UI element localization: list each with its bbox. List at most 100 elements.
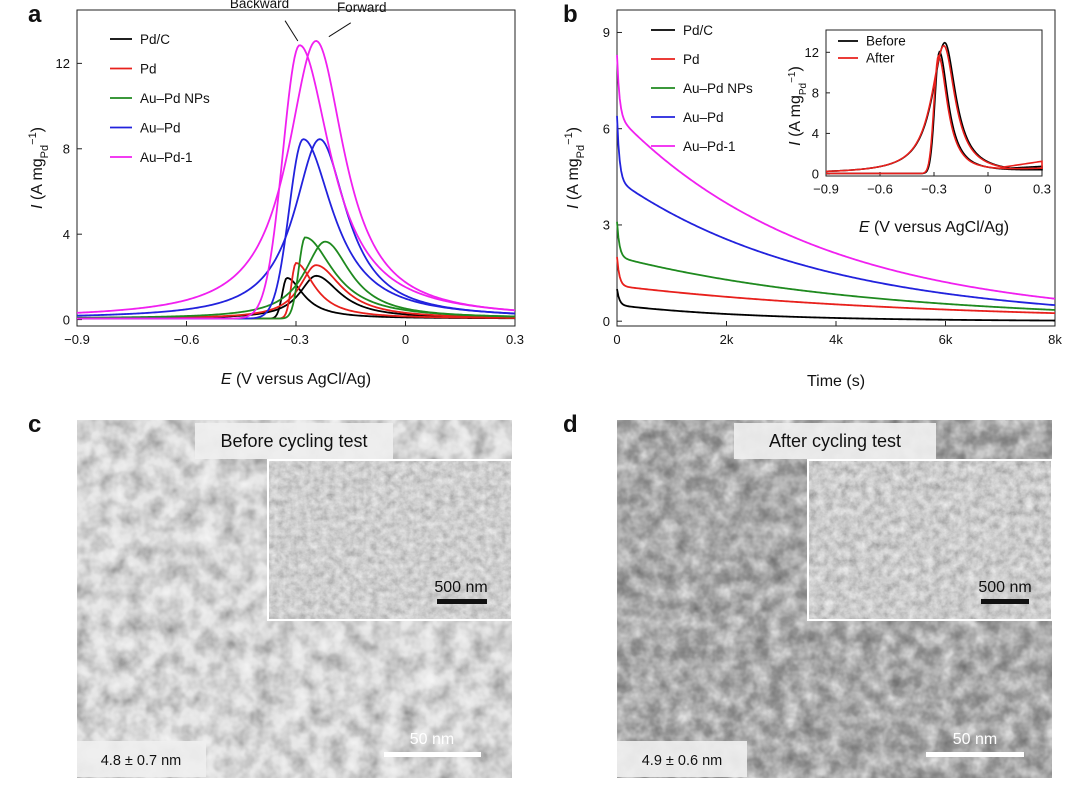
panel-b-y-tick-label: 6: [603, 121, 610, 136]
panel-a-chart: a −0.9 −0.6 −0.3 0 0.3 0 4 8 12 Pd/C Pd Au–Pd NPs A…: [27, 0, 524, 388]
panel-a-legend-label: Au–Pd NPs: [140, 91, 210, 106]
panel-d-size-box: [617, 741, 747, 777]
panel-c-inset-scale-label: 500 nm: [434, 579, 487, 596]
panel-a-x-tick-label: −0.9: [64, 332, 90, 347]
panel-a-y-axis-label: I (A mgPd−1): [27, 127, 51, 209]
panel-a-frame: [76, 9, 516, 327]
panel-c-title: Before cycling test: [220, 431, 367, 451]
panel-a-letter: a: [28, 1, 42, 28]
panel-b-x-tick-label: 4k: [829, 332, 843, 347]
panel-b-current-curve: [616, 288, 1056, 322]
panel-a-y-axis-symbol: I: [29, 204, 46, 209]
panel-b-y-tick-label: 9: [603, 25, 610, 40]
panel-c-sem-texture: [269, 461, 511, 619]
panel-c-scale-bar: [384, 752, 481, 757]
panel-d-size-label: 4.9 ± 0.6 nm: [642, 753, 723, 769]
panel-b-legend-label: Au–Pd NPs: [683, 81, 753, 96]
panel-c-size-label: 4.8 ± 0.7 nm: [101, 753, 182, 769]
panel-b-legend-label: Pd: [683, 52, 700, 67]
panel-a-legend-label: Au–Pd: [140, 120, 181, 135]
panel-c-scale-label: 50 nm: [410, 731, 454, 748]
panel-a-arrow-forward: [328, 22, 352, 38]
panel-b-inset-y-axis-sup: −1: [787, 71, 798, 83]
panel-b-y-axis-symbol: I: [565, 204, 582, 209]
panel-b-inset-x-axis-symbol: E: [859, 219, 870, 236]
panel-b-y-axis-sup: −1: [563, 132, 575, 145]
panel-a-y-tick-label: 4: [63, 227, 70, 242]
panel-d-scale-bar: [926, 752, 1024, 757]
panel-a-arrow-backward: [284, 20, 299, 42]
panel-b-current-curve: [616, 256, 1056, 315]
panel-a-y-axis-sup: −1: [27, 132, 39, 145]
panel-d-letter: d: [563, 411, 578, 438]
panel-a-y-tick-label: 8: [63, 141, 70, 156]
panel-a-x-axis-unit: (V versus AgCl/Ag): [232, 371, 372, 388]
panel-a-x-tick-label: −0.6: [174, 332, 200, 347]
panel-b-inset-x-tick-label: −0.9: [813, 182, 839, 197]
panel-c-inset-scale-bar: [437, 599, 487, 604]
panel-b-y-tick-label: 3: [603, 218, 610, 233]
panel-b-y-axis-close: ): [565, 127, 582, 132]
panel-a-y-tick-label: 12: [56, 56, 70, 71]
panel-b-letter: b: [563, 1, 578, 28]
panel-a-legend-label: Pd: [140, 61, 157, 76]
panel-b-y-axis-label: I (A mgPd−1): [563, 127, 587, 209]
panel-b-x-tick-label: 6k: [939, 332, 953, 347]
panel-b-x-tick-label: 2k: [720, 332, 734, 347]
panel-b-inset-legend-label: Before: [866, 33, 906, 48]
panel-d-title: After cycling test: [769, 431, 901, 451]
panel-d-inset-scale-label: 500 nm: [978, 579, 1031, 596]
panel-b-inset-y-tick-label: 4: [812, 126, 819, 141]
panel-b-inset-y-tick-label: 12: [805, 45, 819, 60]
panel-b-inset-legend-label: After: [866, 50, 895, 65]
panel-b-legend-label: Au–Pd: [683, 110, 724, 125]
panel-a-forward-curve: [76, 274, 516, 320]
panel-a-y-axis-sub: Pd: [39, 145, 51, 158]
panel-b-inset-y-tick-label: 8: [812, 85, 819, 100]
panel-a-backward-curve: [77, 236, 516, 320]
panel-b-legend-label: Au–Pd-1: [683, 139, 736, 154]
panel-b-x-tick-label: 8k: [1048, 332, 1062, 347]
panel-b-chart: b 0 2k 4k 6k 8k 0 3 6 9 Pd/C Pd Au–Pd NPs Au–Pd Au–P…: [563, 1, 1062, 390]
panel-c-title-box: [195, 423, 393, 459]
panel-b-x-tick-label: 0: [613, 332, 620, 347]
panel-b-inset-cv-curve: [825, 44, 1043, 175]
panel-d-inset-scale-bar: [981, 599, 1029, 604]
panel-a-annotation-backward: Backward: [230, 0, 289, 11]
panel-a-x-tick-label: 0: [402, 332, 409, 347]
panel-a-x-tick-label: 0.3: [506, 332, 524, 347]
panel-a-y-axis-close: ): [29, 127, 46, 132]
panel-a-annotation-forward: Forward: [337, 0, 387, 15]
panel-a-x-tick-label: −0.3: [283, 332, 309, 347]
panel-a-forward-curve: [76, 240, 516, 319]
panel-b-current-curve: [616, 54, 1056, 300]
panel-a-x-axis-label: E (V versus AgCl/Ag): [221, 371, 371, 388]
panel-b-inset-y-axis-unit: (A mg: [787, 95, 804, 141]
panel-b-x-axis-label: Time (s): [807, 373, 865, 390]
panel-b-current-curve: [616, 221, 1056, 311]
panel-a-backward-curve: [77, 44, 516, 320]
panel-d-sem-texture: [809, 461, 1051, 619]
panel-d-title-box: [734, 423, 936, 459]
panel-b-inset-y-tick-label: 0: [812, 166, 819, 181]
panel-b-inset-x-tick-label: −0.6: [867, 182, 893, 197]
panel-b-inset-y-axis-symbol: I: [787, 141, 804, 146]
panel-d-scale-label: 50 nm: [953, 731, 997, 748]
panel-a-y-axis-unit: (A mg: [29, 158, 46, 204]
panel-b-legend-label: Pd/C: [683, 23, 713, 38]
panel-c-letter: c: [28, 411, 41, 438]
panel-b-y-tick-label: 0: [603, 314, 610, 329]
panel-b-y-axis-unit: (A mg: [565, 158, 582, 204]
panel-b-current-curve: [616, 115, 1056, 307]
panel-b-y-axis-sub: Pd: [575, 145, 587, 158]
panel-d-micrograph: d After cycling test 500 nm 50 nm 4.9 ± …: [563, 411, 1053, 778]
panel-b-inset-x-tick-label: 0: [984, 182, 991, 197]
panel-b-inset-y-axis-close: ): [787, 66, 804, 71]
panel-b-inset-x-axis-unit: (V versus AgCl/Ag): [870, 219, 1010, 236]
panel-b-inset-x-tick-label: −0.3: [921, 182, 947, 197]
panel-b-inset-x-tick-label: 0.3: [1033, 182, 1051, 197]
panel-a-y-tick-label: 0: [63, 312, 70, 327]
panel-c-size-box: [77, 741, 206, 777]
panel-b-inset-x-axis-label: E (V versus AgCl/Ag): [859, 219, 1009, 236]
